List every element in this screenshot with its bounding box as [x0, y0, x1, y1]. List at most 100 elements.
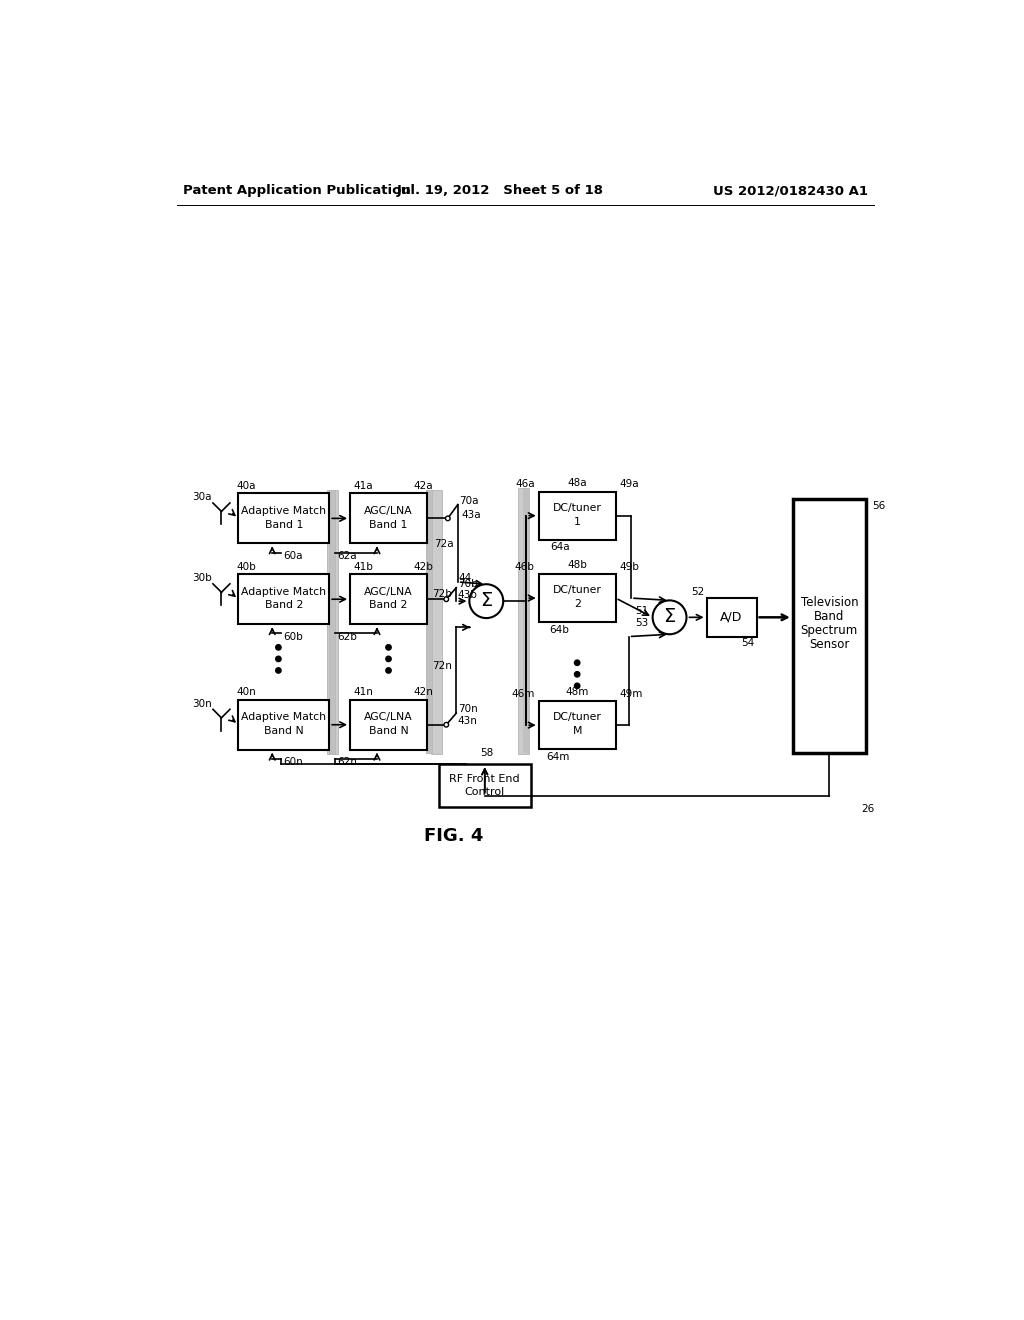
- Text: A/D: A/D: [720, 611, 742, 624]
- Text: 49b: 49b: [620, 561, 639, 572]
- Text: 43a: 43a: [462, 510, 481, 520]
- Bar: [438, 764, 531, 807]
- Text: 30b: 30b: [191, 573, 211, 583]
- Text: 62n: 62n: [337, 758, 356, 767]
- Bar: [793, 499, 866, 752]
- Text: 41a: 41a: [354, 480, 374, 491]
- Circle shape: [574, 660, 580, 665]
- Text: 60n: 60n: [283, 758, 303, 767]
- Text: FIG. 4: FIG. 4: [424, 828, 483, 845]
- Text: DC/tuner: DC/tuner: [553, 503, 601, 513]
- Text: 30a: 30a: [191, 492, 211, 502]
- Text: 58: 58: [480, 748, 494, 758]
- Bar: [350, 494, 427, 544]
- Text: US 2012/0182430 A1: US 2012/0182430 A1: [714, 185, 868, 197]
- Text: Television: Television: [801, 597, 858, 610]
- Text: 30n: 30n: [191, 698, 211, 709]
- Text: AGC/LNA: AGC/LNA: [365, 506, 413, 516]
- Text: Band N: Band N: [369, 726, 409, 735]
- Text: Jul. 19, 2012   Sheet 5 of 18: Jul. 19, 2012 Sheet 5 of 18: [396, 185, 604, 197]
- Text: 72n: 72n: [432, 661, 453, 672]
- Bar: [350, 574, 427, 624]
- Text: 49m: 49m: [620, 689, 643, 698]
- Text: 48a: 48a: [567, 478, 587, 487]
- Circle shape: [574, 684, 580, 689]
- Text: 49a: 49a: [620, 479, 639, 490]
- Bar: [239, 700, 330, 750]
- Text: 48m: 48m: [565, 686, 589, 697]
- Bar: [539, 701, 615, 748]
- Text: Patent Application Publication: Patent Application Publication: [183, 185, 411, 197]
- Text: Spectrum: Spectrum: [801, 624, 858, 638]
- Text: Band: Band: [814, 610, 845, 623]
- Bar: [350, 700, 427, 750]
- Circle shape: [574, 672, 580, 677]
- Bar: [539, 574, 615, 622]
- Text: $\Sigma$: $\Sigma$: [480, 591, 493, 610]
- Text: M: M: [572, 726, 582, 737]
- Text: 70b: 70b: [458, 579, 477, 589]
- Text: 44: 44: [459, 573, 472, 583]
- Circle shape: [386, 656, 391, 661]
- Text: Band 2: Band 2: [264, 601, 303, 610]
- Text: 72a: 72a: [434, 540, 454, 549]
- Text: 48b: 48b: [567, 560, 587, 570]
- Text: 46a: 46a: [515, 479, 535, 490]
- Text: 62b: 62b: [337, 631, 356, 642]
- Text: Band 1: Band 1: [264, 520, 303, 529]
- Text: 41n: 41n: [354, 686, 374, 697]
- Text: 42b: 42b: [414, 561, 433, 572]
- Text: 2: 2: [573, 599, 581, 610]
- Bar: [707, 598, 757, 636]
- Text: 51: 51: [636, 606, 649, 616]
- Bar: [518, 488, 529, 754]
- Bar: [239, 494, 330, 544]
- Circle shape: [652, 601, 686, 635]
- Text: Band N: Band N: [264, 726, 304, 735]
- Circle shape: [444, 597, 449, 602]
- Text: 60a: 60a: [283, 550, 302, 561]
- Text: 64m: 64m: [546, 751, 569, 762]
- Text: 26: 26: [861, 804, 874, 814]
- Text: RF Front End: RF Front End: [450, 774, 520, 784]
- Text: AGC/LNA: AGC/LNA: [365, 711, 413, 722]
- Text: 40a: 40a: [237, 480, 256, 491]
- Text: 46b: 46b: [515, 561, 535, 572]
- Text: 41b: 41b: [354, 561, 374, 572]
- Text: 54: 54: [741, 638, 755, 648]
- Text: 62a: 62a: [337, 550, 356, 561]
- Bar: [239, 574, 330, 624]
- Circle shape: [275, 656, 282, 661]
- Text: 53: 53: [636, 619, 649, 628]
- Circle shape: [275, 668, 282, 673]
- Text: 43n: 43n: [458, 715, 477, 726]
- Text: Control: Control: [465, 788, 505, 797]
- Text: Adaptive Match: Adaptive Match: [242, 506, 327, 516]
- Text: 64a: 64a: [550, 543, 569, 552]
- Bar: [431, 490, 442, 754]
- Text: Band 1: Band 1: [370, 520, 408, 529]
- Text: 70n: 70n: [458, 705, 477, 714]
- Text: 56: 56: [872, 502, 886, 511]
- Circle shape: [444, 722, 449, 727]
- Text: 43b: 43b: [458, 590, 477, 601]
- Text: $\Sigma$: $\Sigma$: [664, 607, 676, 626]
- Circle shape: [386, 668, 391, 673]
- Text: Adaptive Match: Adaptive Match: [242, 711, 327, 722]
- Text: Adaptive Match: Adaptive Match: [242, 586, 327, 597]
- Text: AGC/LNA: AGC/LNA: [365, 586, 413, 597]
- Text: 46m: 46m: [511, 689, 535, 698]
- Bar: [539, 492, 615, 540]
- Text: 60b: 60b: [283, 631, 303, 642]
- Text: 42a: 42a: [414, 480, 433, 491]
- Text: 1: 1: [573, 517, 581, 527]
- Text: DC/tuner: DC/tuner: [553, 713, 601, 722]
- Circle shape: [469, 585, 503, 618]
- Text: 72b: 72b: [432, 590, 453, 599]
- Text: 40b: 40b: [237, 561, 256, 572]
- Text: Band 2: Band 2: [370, 601, 408, 610]
- Text: DC/tuner: DC/tuner: [553, 585, 601, 595]
- Text: 42n: 42n: [414, 686, 433, 697]
- Text: 40n: 40n: [237, 686, 256, 697]
- Text: 70a: 70a: [460, 496, 479, 506]
